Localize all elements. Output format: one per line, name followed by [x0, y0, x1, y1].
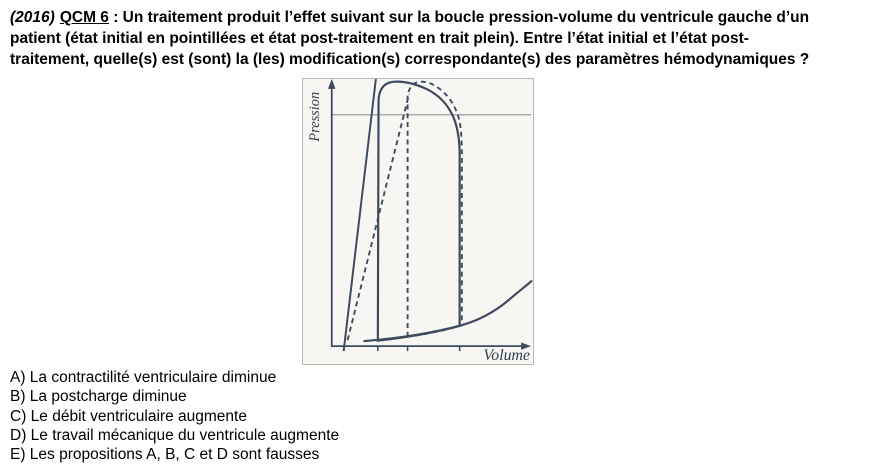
answer-option-a: A) La contractilité ventriculaire diminu… — [10, 369, 277, 386]
answer-option-b: B) La postcharge diminue — [10, 388, 187, 406]
question-line-2: patient (état initial en pointillées et … — [10, 30, 749, 47]
volume-axis-ticks — [377, 346, 461, 352]
question-text: (2016) QCM 6 : Un traitement produit l’ef… — [10, 7, 866, 70]
question-line-1: (2016) QCM 6 : Un traitement produit l’ef… — [10, 7, 866, 28]
answer-option-d: D) Le travail mécanique du ventricule au… — [10, 426, 340, 444]
volume-axis-label: Volume — [483, 347, 530, 364]
answer-options: A) La contractilité ventriculaire diminu… — [10, 368, 339, 464]
answer-option-c: C) Le débit ventriculaire augmente — [10, 407, 247, 425]
pressure-axis-arrow-icon — [327, 79, 336, 89]
axes-lines — [330, 84, 528, 348]
question-line-1-rest: : Un traitement produit l’effet suivant … — [108, 9, 810, 26]
pv-loop-figure: Pression Volume — [302, 78, 534, 365]
pressure-axis-label: Pression — [307, 92, 323, 143]
pv-loop-post-treatment — [376, 80, 461, 342]
espvr-line-post-treatment — [342, 79, 377, 352]
pv-loop-initial — [406, 80, 463, 338]
question-line-3: traitement, quelle(s) est (sont) la (les… — [10, 51, 810, 68]
question-year: (2016) — [10, 9, 55, 26]
volume-axis-arrow-icon — [521, 342, 532, 350]
question-label: QCM 6 — [59, 9, 109, 26]
edpvr-filling-curve — [363, 279, 533, 343]
answer-option-e: E) Les propositions A, B, C et D sont fa… — [10, 446, 320, 464]
pv-loop-diagram: Pression Volume — [307, 79, 533, 364]
